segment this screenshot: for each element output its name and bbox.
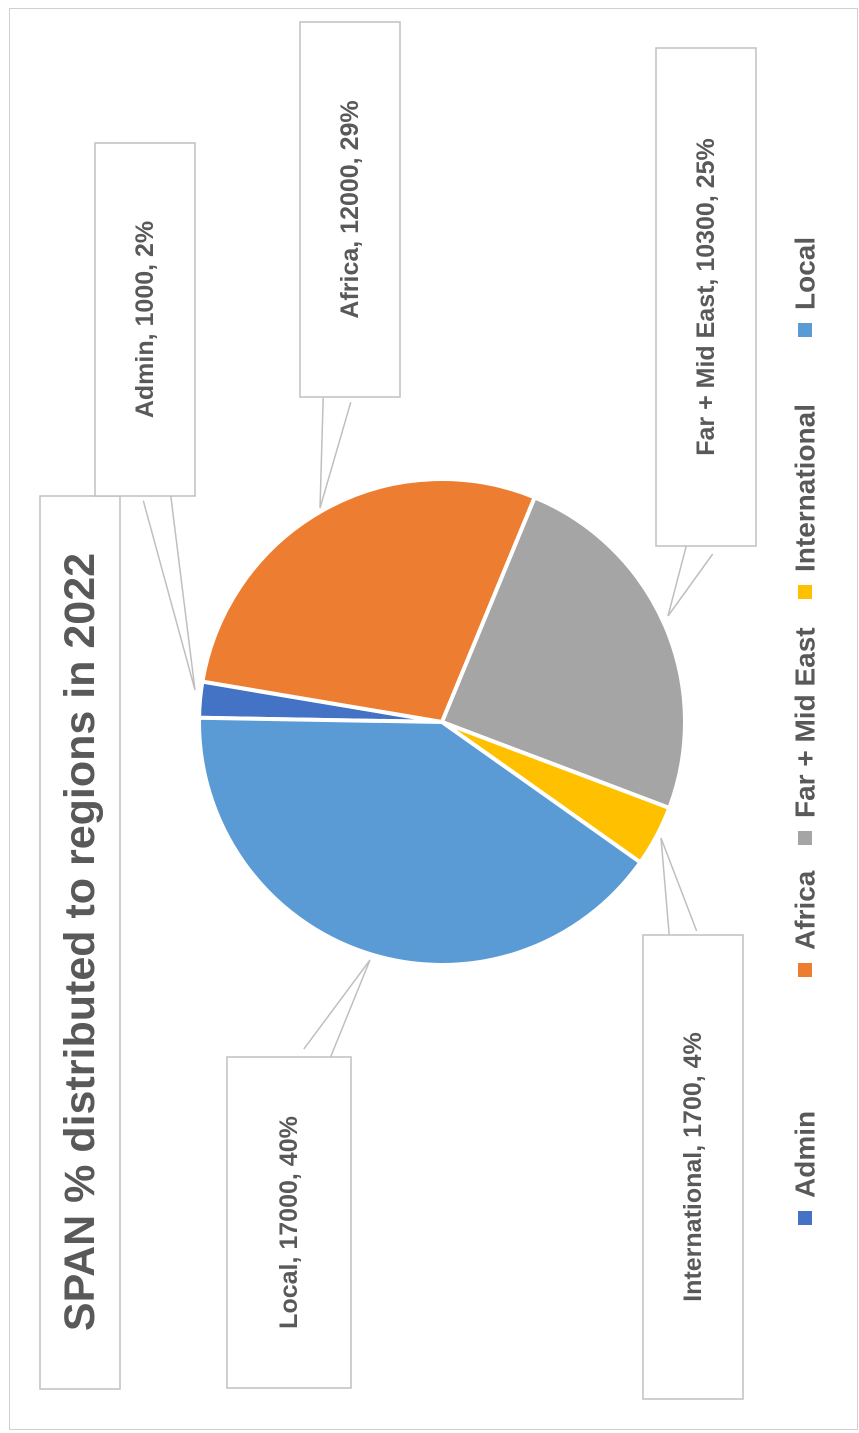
leader-line-international: [660, 837, 698, 938]
data-label-box-africa: [299, 21, 401, 398]
data-label-box-admin: [94, 142, 196, 497]
legend-swatch-local: [798, 323, 812, 337]
legend: Admin Africa Far + Mid East International Lo…: [790, 237, 821, 1225]
data-label-admin: Admin, 1000, 2%: [131, 221, 159, 418]
leader-line-far-mid-east: [667, 541, 714, 617]
data-label-africa: Africa, 12000, 29%: [336, 100, 364, 318]
legend-swatch-admin: [798, 1211, 812, 1225]
legend-label-local: Local: [790, 237, 821, 310]
leader-line-africa: [319, 397, 352, 509]
data-labels: Admin, 1000, 2% Africa, 12000, 29% Far + M…: [94, 21, 757, 1400]
data-label-box-international: [642, 934, 744, 1400]
slice-africa: [200, 477, 537, 724]
legend-label-admin: Admin: [790, 1111, 821, 1198]
data-label-international: International, 1700, 4%: [679, 1032, 707, 1302]
leader-lines: [142, 397, 714, 1064]
legend-label-far-mid-east: Far + Mid East: [790, 627, 821, 818]
data-label-local: Local, 17000, 40%: [275, 1116, 303, 1329]
chart-title: SPAN % distributed to regions in 2022: [56, 553, 104, 1331]
leader-line-local: [303, 959, 371, 1064]
legend-label-africa: Africa: [790, 870, 821, 950]
slice-local: [197, 715, 643, 968]
title-box: [39, 495, 121, 1390]
legend-swatch-africa: [798, 963, 812, 977]
legend-swatch-international: [798, 585, 812, 599]
legend-label-international: International: [790, 404, 821, 572]
leader-line-admin: [142, 495, 196, 691]
data-label-far-mid-east: Far + Mid East, 10300, 25%: [692, 138, 720, 456]
data-label-box-local: [226, 1056, 352, 1389]
slices-group: [197, 477, 687, 968]
data-label-box-far-mid-east: [655, 47, 757, 547]
legend-swatch-far-mid-east: [798, 831, 812, 845]
slice-far-mid-east: [440, 495, 687, 810]
